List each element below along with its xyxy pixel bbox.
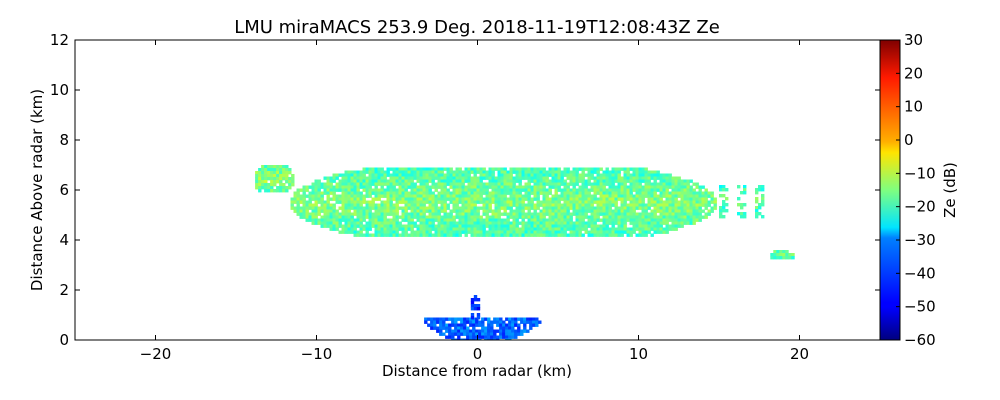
x-tick-label: 0 (473, 345, 483, 363)
y-tick-label: 6 (59, 181, 69, 199)
colorbar-tick-label: −10 (904, 164, 936, 182)
y-tick-label: 10 (50, 81, 69, 99)
far-right-patch (770, 250, 795, 260)
colorbar (879, 39, 901, 341)
colorbar-tick-label: −20 (904, 198, 936, 216)
colorbar-ticks: −60 −50 −40 −30 −20 −10 0 10 20 30 (896, 31, 936, 349)
y-axis-ticks: 0 2 4 6 8 10 12 (50, 31, 880, 349)
colorbar-tick-label: −50 (904, 298, 936, 316)
y-tick-label: 12 (50, 31, 69, 49)
right-streaks (719, 185, 765, 219)
upper-left-cloud-fragment (255, 165, 295, 193)
y-tick-label: 8 (59, 131, 69, 149)
x-tick-label: −10 (301, 345, 333, 363)
x-tick-label: 20 (790, 345, 809, 363)
x-tick-label: −20 (140, 345, 172, 363)
colorbar-tick-label: 20 (904, 64, 923, 82)
x-axis-ticks: −20 −10 0 10 20 (140, 40, 809, 363)
x-axis-label: Distance from radar (km) (382, 362, 572, 380)
y-axis-label: Distance Above radar (km) (28, 89, 46, 291)
colorbar-tick-label: −40 (904, 264, 936, 282)
colorbar-tick-label: −60 (904, 331, 936, 349)
y-tick-label: 0 (59, 331, 69, 349)
colorbar-tick-label: −30 (904, 231, 936, 249)
colorbar-tick-label: 10 (904, 98, 923, 116)
y-tick-label: 4 (59, 231, 69, 249)
colorbar-tick-label: 30 (904, 31, 923, 49)
echo-layer (255, 165, 795, 340)
main-cloud-layer (290, 167, 717, 237)
colorbar-tick-label: 0 (904, 131, 914, 149)
colorbar-label: Ze (dB) (941, 162, 959, 218)
chart-title: LMU miraMACS 253.9 Deg. 2018-11-19T12:08… (234, 17, 720, 38)
central-spike (470, 295, 481, 320)
y-tick-label: 2 (59, 281, 69, 299)
x-tick-label: 10 (629, 345, 648, 363)
